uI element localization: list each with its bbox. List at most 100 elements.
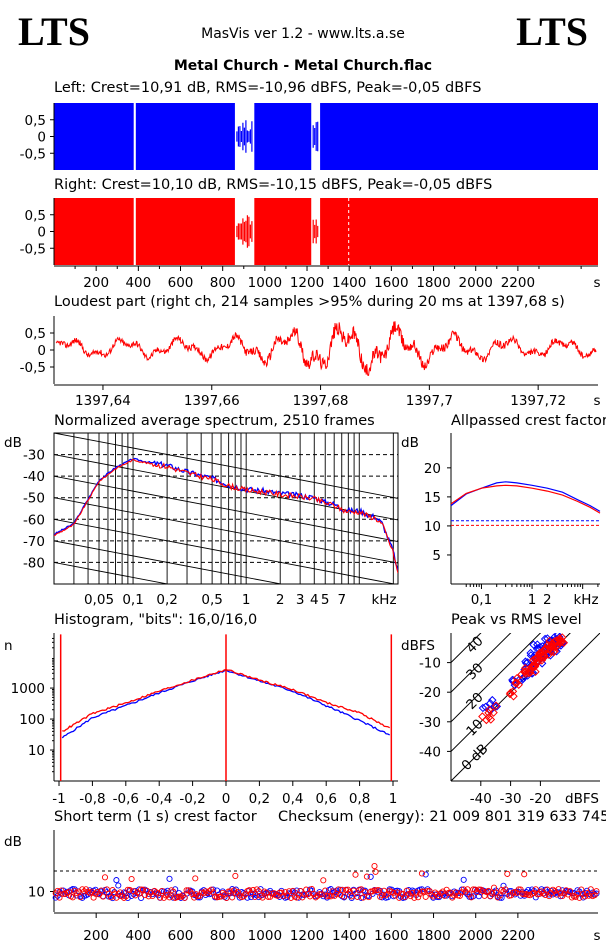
- short-crest-outlier-5: [372, 868, 379, 875]
- short-crest-point: [119, 893, 126, 900]
- short-crest-point: [115, 882, 122, 889]
- short-crest-x-label-6: 1400: [332, 928, 366, 944]
- short-crest-point: [384, 894, 391, 901]
- peakrms-point: [512, 673, 522, 683]
- short-crest-point: [293, 894, 300, 901]
- loudest-x-label-2: 1397,68: [293, 393, 349, 409]
- short-crest-point: [489, 890, 496, 897]
- spectrum-slope-80: [54, 561, 170, 584]
- short-crest-point: [460, 876, 467, 883]
- waveform-x-label-1: 400: [125, 275, 151, 291]
- short-crest-point: [331, 892, 338, 899]
- histogram-x-label-3: -0,4: [146, 791, 172, 807]
- histogram-x-label-1: -0,8: [79, 791, 105, 807]
- short-crest-point: [585, 892, 592, 899]
- short-crest-point: [441, 892, 448, 899]
- histogram-x-label-0: -1: [52, 791, 65, 807]
- peakrms-point: [489, 708, 498, 717]
- peakrms-point: [520, 667, 529, 676]
- short-crest-point: [122, 889, 129, 896]
- spectrum-x-label-4: 1: [242, 592, 251, 608]
- peakrms-y-label-1: -20: [419, 685, 441, 701]
- spectrum-x-label-6: 3: [296, 592, 305, 608]
- short-crest-point: [320, 877, 327, 884]
- y-tick-label-0-1: 0: [37, 130, 46, 146]
- spectrum-y-label-4: -70: [23, 534, 45, 550]
- short-crest-point: [109, 887, 116, 894]
- short-crest-point: [206, 888, 213, 895]
- peakrms-x-unit: dBFS: [565, 791, 599, 807]
- short-crest-point: [350, 887, 357, 894]
- short-crest-point: [322, 891, 329, 898]
- short-crest-point: [117, 889, 124, 896]
- short-crest-point: [227, 888, 234, 895]
- peakrms-point: [535, 648, 544, 658]
- histogram-x-label-4: -0,2: [179, 791, 205, 807]
- spectrum-slope-60: [54, 518, 397, 584]
- short-crest-point: [318, 891, 325, 898]
- short-crest-point: [249, 887, 257, 894]
- short-crest-point: [432, 889, 439, 896]
- short-crest-point: [244, 894, 251, 901]
- short-crest-point: [308, 886, 315, 893]
- logo-left: LTS: [18, 9, 90, 54]
- crest-x-label-1: 1: [528, 592, 537, 608]
- short-crest-x-label-10: 2200: [501, 928, 535, 944]
- short-crest-point: [322, 887, 329, 894]
- short-crest-outlier-0: [192, 875, 199, 882]
- short-crest-point: [145, 893, 152, 900]
- short-crest-point: [143, 887, 150, 894]
- peakrms-point: [543, 634, 552, 643]
- short-crest-point: [348, 894, 355, 902]
- short-crest-point: [166, 894, 173, 901]
- short-crest-point: [377, 893, 384, 900]
- checksum: Checksum (energy): 21 009 801 319 633 74…: [278, 809, 606, 825]
- short-crest-point: [54, 887, 61, 894]
- short-crest-point: [175, 893, 183, 900]
- short-crest-point: [105, 890, 112, 897]
- short-crest-point: [371, 887, 378, 894]
- short-crest-point: [411, 894, 418, 901]
- crest-line-right: [450, 484, 601, 514]
- short-crest-point: [418, 888, 425, 895]
- short-crest-point: [496, 894, 503, 901]
- y-tick-label-0-0: 0,5: [25, 113, 46, 129]
- short-crest-point: [314, 892, 321, 899]
- short-crest-point: [210, 886, 217, 893]
- waveform-x-label-2: 600: [168, 275, 194, 291]
- short-crest-point: [422, 893, 429, 900]
- histogram-y-label-2: 10: [28, 743, 45, 759]
- short-crest-point: [456, 892, 463, 899]
- crest-y-label-0: 20: [424, 461, 441, 477]
- short-crest-point: [494, 894, 501, 901]
- short-crest-point: [149, 892, 156, 900]
- waveform-x-label-6: 1400: [332, 275, 366, 291]
- short-crest-point: [181, 894, 188, 901]
- short-crest-point: [540, 890, 547, 897]
- waveform-quiet-signal-1-1: [236, 215, 253, 248]
- peakrms-point: [541, 643, 550, 653]
- waveform-x-label-8: 1800: [416, 275, 450, 291]
- spectrum-grid: [54, 433, 398, 584]
- short-crest-point: [551, 888, 558, 895]
- short-crest-x-label-0: 200: [83, 928, 109, 944]
- short-crest-x-unit: s: [593, 928, 600, 944]
- spectrum-x-label-1: 0,1: [122, 592, 143, 608]
- spectrum-slope-70: [54, 540, 284, 584]
- short-crest-point: [200, 890, 207, 897]
- short-crest-point: [394, 889, 401, 896]
- short-crest-point: [58, 887, 65, 894]
- loudest-waveform: [55, 321, 597, 376]
- short-crest-point: [120, 894, 128, 901]
- histogram-x-label-6: 0,2: [249, 791, 270, 807]
- crest-x-label-2: 2: [543, 592, 552, 608]
- short-crest-point: [170, 894, 177, 901]
- y-tick-label-1-1: 0: [37, 225, 46, 241]
- short-crest-point: [234, 888, 241, 895]
- short-crest-point: [352, 871, 359, 878]
- short-crest-point: [500, 888, 507, 895]
- peakrms-point: [508, 687, 518, 696]
- left-channel-title: Left: Crest=10,91 dB, RMS=-10,96 dBFS, P…: [54, 80, 482, 96]
- short-crest-point: [219, 889, 226, 896]
